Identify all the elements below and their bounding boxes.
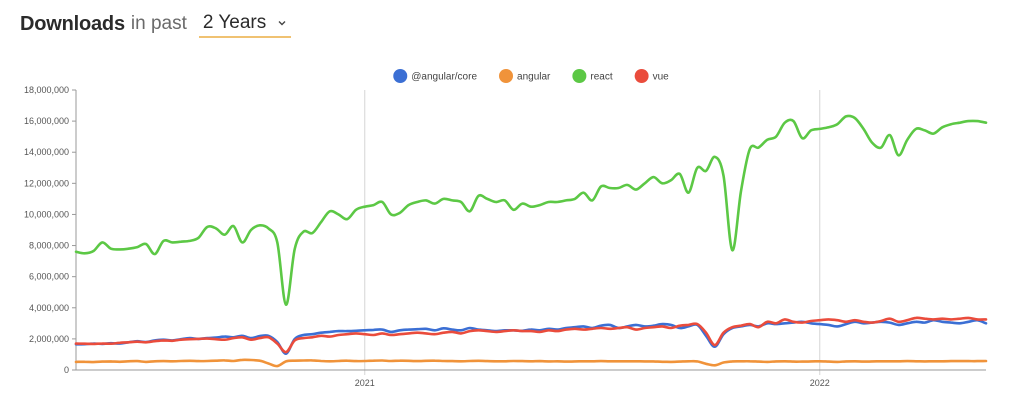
legend-swatch [499,69,514,83]
chart-series [74,114,988,368]
period-select[interactable]: 2 Years [198,10,291,38]
series-line-angular [74,358,988,368]
y-tick-label: 10,000,000 [24,209,69,219]
legend-label: react [590,72,612,83]
legend-label: vue [653,72,670,83]
x-tick-label: 2021 [355,378,375,388]
page-title: Downloads [20,12,125,35]
y-tick-label: 2,000,000 [29,334,69,344]
y-tick-label: 4,000,000 [29,303,69,313]
legend-item[interactable]: angular [499,69,551,83]
series-line-angular-core [74,318,988,355]
y-tick-label: 16,000,000 [24,116,69,126]
y-axis: 0 2,000,000 4,000,000 6,000,000 8,000,000 10,… [24,85,77,375]
series-line-vue [74,316,988,354]
y-tick-label: 14,000,000 [24,147,69,157]
y-tick-label: 8,000,000 [29,241,69,251]
y-tick-label: 18,000,000 [24,85,69,95]
legend-item[interactable]: @angular/core [393,69,477,83]
y-tick-label: 12,000,000 [24,178,69,188]
legend-swatch [393,69,408,83]
legend-swatch [572,69,587,83]
series-line-react [74,114,988,307]
y-tick-label: 0 [64,365,69,375]
period-select-value: 2 Years [202,12,267,33]
chart-legend: @angular/core angular react vue [393,69,669,83]
legend-swatch [634,69,649,83]
page-subtitle: in past [130,13,187,34]
legend-label: @angular/core [411,72,477,83]
legend-item[interactable]: vue [634,69,670,83]
chart-grid [364,90,821,375]
x-axis: 2021 2022 [76,369,986,388]
legend-label: angular [517,72,551,83]
header: Downloads in past 2 Years [20,8,291,40]
y-tick-label: 6,000,000 [29,272,69,282]
chevron-down-icon [278,21,286,26]
x-tick-label: 2022 [810,378,830,388]
legend-item[interactable]: react [572,69,613,83]
